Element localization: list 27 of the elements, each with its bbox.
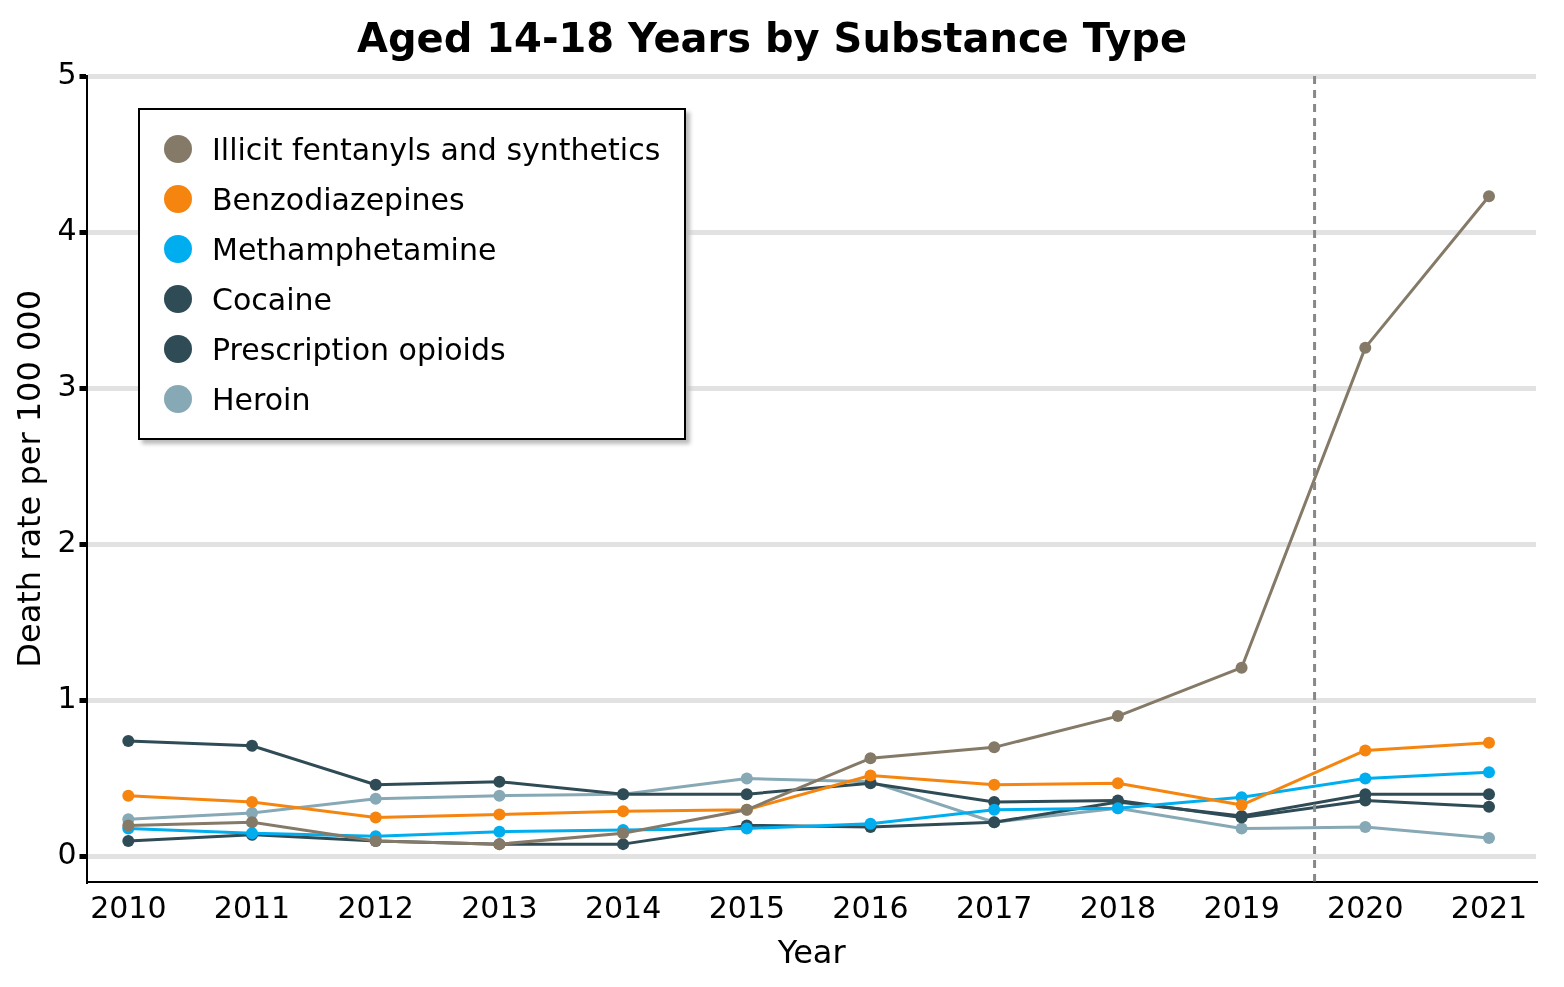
legend-label: Cocaine [212,281,332,317]
legend-label: Methamphetamine [212,231,497,267]
x-axis-title: Year [776,933,847,972]
legend-label: Prescription opioids [212,331,506,367]
y-tick-label: 0 [57,836,77,872]
x-tick-label: 2014 [584,890,662,926]
x-tick-label: 2016 [832,890,909,926]
x-tick-label: 2013 [461,890,538,926]
chart-title: Aged 14-18 Years by Substance Type [356,15,1188,62]
y-tick-label: 5 [57,55,77,91]
x-tick-label: 2021 [1450,890,1528,926]
legend-label: Illicit fentanyls and synthetics [212,131,661,167]
x-tick-label: 2011 [213,890,291,926]
y-tick-label: 3 [57,368,77,404]
x-tick-label: 2018 [1079,890,1157,926]
x-tick-label: 2020 [1327,890,1404,926]
legend-label: Benzodiazepines [212,181,465,217]
x-tick-label: 2010 [90,890,167,926]
legend-label: Heroin [212,381,311,417]
x-tick-label: 2017 [956,890,1033,926]
y-tick-label: 4 [57,211,77,247]
y-tick-label: 2 [57,524,77,560]
x-tick-label: 2019 [1203,890,1280,926]
x-tick-label: 2015 [708,890,785,926]
y-tick-label: 1 [57,680,77,716]
x-tick-label: 2012 [337,890,414,926]
y-axis-title: Death rate per 100 000 [9,289,48,668]
